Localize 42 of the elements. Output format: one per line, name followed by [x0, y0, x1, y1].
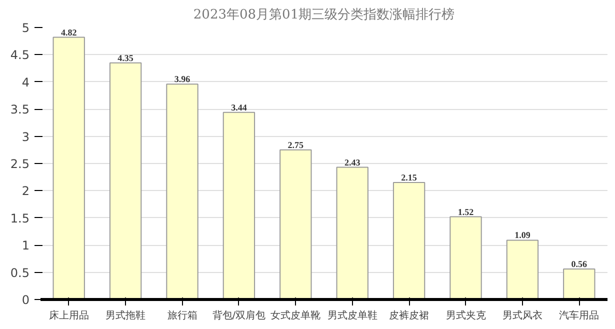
bar — [563, 268, 596, 300]
y-tick-label: 0.5 — [10, 266, 30, 280]
bar — [109, 62, 142, 300]
data-label: 4.35 — [118, 52, 134, 63]
x-tick-label: 女式皮单靴 — [270, 310, 321, 322]
bar — [280, 149, 312, 300]
bar — [52, 36, 85, 300]
y-tick-label: 1.5 — [10, 211, 30, 226]
x-tick-label: 背包/双肩包 — [212, 310, 266, 322]
x-tick-label: 皮裤皮裙 — [389, 310, 430, 322]
x-tick-label: 床上用品 — [48, 310, 89, 322]
x-tick-label: 男式风衣 — [502, 310, 542, 322]
data-label: 1.52 — [458, 206, 474, 217]
data-label: 2.75 — [288, 140, 304, 150]
y-tick-label: 2.5 — [10, 157, 30, 171]
bar — [336, 166, 368, 300]
bar — [392, 182, 426, 300]
y-tick-label: 1 — [22, 238, 30, 253]
y-tick-label: 5 — [22, 21, 30, 35]
y-tick-label: 2 — [22, 184, 30, 198]
bar — [506, 240, 539, 300]
data-label: 3.44 — [231, 102, 248, 112]
chart-title: 2023年08月第01期三级分类指数涨幅排行榜 — [193, 8, 455, 22]
x-tick-label: 汽车用品 — [559, 310, 600, 322]
y-tick-label: 3 — [22, 130, 30, 144]
data-label: 3.96 — [174, 74, 191, 84]
bar — [222, 112, 256, 300]
y-tick-label: 0 — [22, 293, 30, 307]
data-label: 4.82 — [60, 27, 78, 38]
bar — [166, 84, 198, 300]
data-label: 1.09 — [514, 230, 531, 240]
y-tick-label: 4 — [22, 75, 30, 90]
y-tick-label: 3.5 — [10, 102, 30, 117]
x-tick-label: 男式皮单鞋 — [327, 310, 378, 322]
data-label: 2.43 — [344, 157, 361, 168]
y-tick-label: 4.5 — [10, 48, 30, 62]
bar — [450, 216, 482, 300]
data-label: 2.15 — [401, 172, 418, 183]
data-label: 0.56 — [571, 259, 588, 270]
x-tick-label: 旅行箱 — [167, 310, 198, 322]
x-tick-label: 男式拖鞋 — [106, 310, 146, 322]
x-tick-label: 男式夹克 — [446, 310, 486, 322]
